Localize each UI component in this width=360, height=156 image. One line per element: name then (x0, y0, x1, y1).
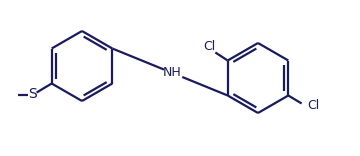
Text: Cl: Cl (308, 99, 320, 112)
Text: NH: NH (163, 66, 182, 79)
Text: S: S (28, 88, 37, 102)
Text: Cl: Cl (203, 40, 216, 53)
